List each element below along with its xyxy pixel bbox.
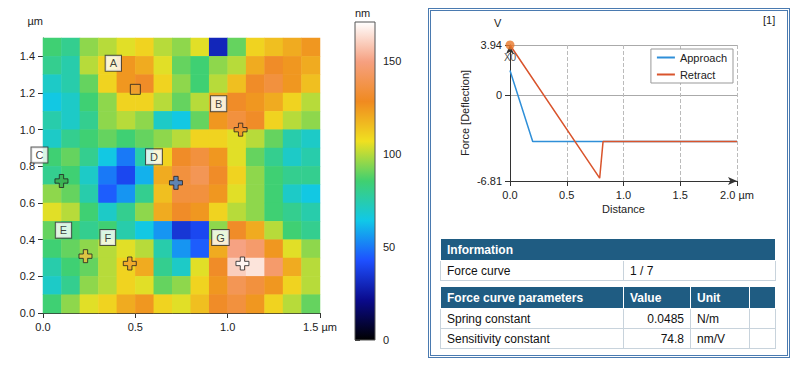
- html-text:Spring constant: Spring constant: [447, 311, 531, 326]
- svg-text:0: 0: [383, 334, 389, 346]
- svg-text:V: V: [494, 17, 502, 29]
- svg-text:[1]: [1]: [763, 14, 775, 26]
- svg-text:100: 100: [383, 148, 401, 160]
- svg-text:Retract: Retract: [680, 69, 715, 81]
- html-text:Unit: Unit: [697, 290, 721, 305]
- html-text:nm/V: nm/V: [697, 331, 725, 346]
- svg-text:Approach: Approach: [680, 52, 727, 64]
- svg-text:0.6: 0.6: [20, 197, 35, 209]
- svg-text:1.0: 1.0: [220, 321, 235, 333]
- svg-text:1.0: 1.0: [616, 189, 631, 201]
- svg-text:0.2: 0.2: [20, 270, 35, 282]
- svg-text:0.0: 0.0: [35, 321, 50, 333]
- svg-text:0.5: 0.5: [128, 321, 143, 333]
- svg-text:2.0 µm: 2.0 µm: [720, 189, 754, 201]
- svg-text:B: B: [215, 98, 222, 110]
- svg-text:D: D: [150, 151, 158, 163]
- svg-text:1.5: 1.5: [673, 189, 688, 201]
- svg-text:50: 50: [383, 241, 395, 253]
- svg-text:0.0: 0.0: [20, 307, 35, 319]
- svg-text:Force [Deflection]: Force [Deflection]: [459, 70, 471, 156]
- html-text:Force curve parameters: Force curve parameters: [447, 290, 584, 305]
- svg-text:Distance: Distance: [602, 203, 645, 215]
- html-text:Force curve: Force curve: [447, 263, 511, 278]
- svg-text:F: F: [104, 232, 111, 244]
- svg-text:3.94: 3.94: [481, 39, 502, 51]
- svg-text:0.4: 0.4: [20, 234, 35, 246]
- svg-text:1.5 µm: 1.5 µm: [303, 321, 337, 333]
- svg-text:0.0: 0.0: [502, 189, 517, 201]
- svg-text:1.2: 1.2: [20, 87, 35, 99]
- html-text:1 / 7: 1 / 7: [630, 263, 654, 278]
- html-text:Sensitivity constant: Sensitivity constant: [447, 331, 550, 346]
- svg-text:C: C: [35, 149, 43, 161]
- svg-text:150: 150: [383, 55, 401, 67]
- svg-text:X0: X0: [504, 52, 517, 63]
- svg-text:0: 0: [496, 89, 502, 101]
- svg-text:nm: nm: [355, 7, 370, 19]
- svg-text:1.4: 1.4: [20, 50, 35, 62]
- html-text:0.0485: 0.0485: [647, 311, 684, 326]
- svg-text:0.5: 0.5: [559, 189, 574, 201]
- html-text:N/m: N/m: [697, 311, 719, 326]
- svg-text:G: G: [216, 232, 225, 244]
- svg-text:0.8: 0.8: [19, 160, 35, 173]
- svg-text:-6.81: -6.81: [477, 175, 502, 187]
- html-text:Information: Information: [447, 242, 513, 257]
- svg-text:µm: µm: [27, 15, 43, 27]
- html-text:Value: Value: [630, 290, 662, 305]
- svg-text:1.0: 1.0: [20, 124, 35, 136]
- html-text:74.8: 74.8: [660, 331, 684, 346]
- svg-text:E: E: [60, 224, 67, 236]
- svg-text:A: A: [110, 57, 118, 69]
